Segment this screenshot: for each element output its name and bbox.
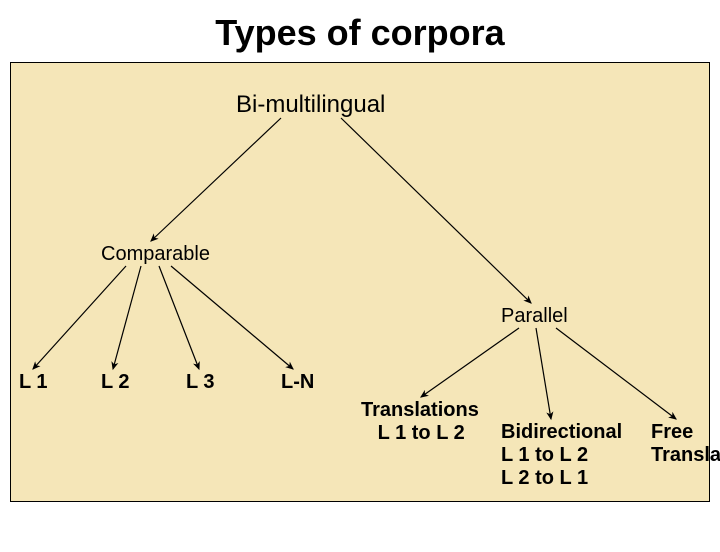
- node-translations: Translations L 1 to L 2: [361, 399, 479, 445]
- diagram-container: Bi-multilingual Comparable Parallel L 1 …: [10, 62, 710, 502]
- node-comparable: Comparable: [101, 243, 210, 266]
- node-l1: L 1: [19, 371, 48, 394]
- node-root: Bi-multilingual: [236, 91, 385, 119]
- node-l2: L 2: [101, 371, 130, 394]
- page-title: Types of corpora: [0, 12, 720, 54]
- node-bidirectional: Bidirectional L 1 to L 2 L 2 to L 1: [501, 421, 622, 490]
- node-l3: L 3: [186, 371, 215, 394]
- node-free: Free Translat: [651, 421, 720, 467]
- node-ln: L-N: [281, 371, 314, 394]
- node-parallel: Parallel: [501, 305, 568, 328]
